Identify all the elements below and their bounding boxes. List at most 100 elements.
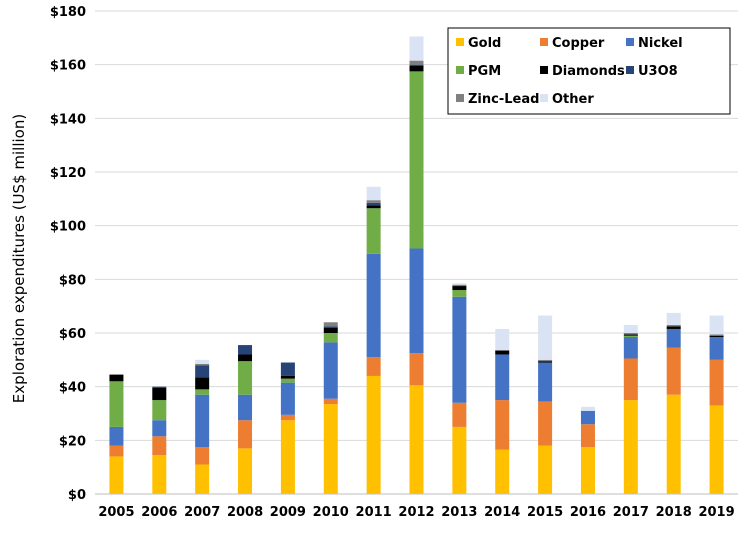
bar-2011-copper	[366, 357, 381, 376]
legend-item-nickel: Nickel	[626, 36, 683, 51]
bar-2007-nickel	[195, 394, 210, 448]
bar-2015-gold	[538, 445, 553, 494]
legend-swatch-diamonds	[540, 66, 548, 74]
bar-2011-u3o8	[366, 202, 381, 206]
y-tick-label-140: $140	[50, 112, 86, 127]
y-axis-tick-labels: $0 $20 $40 $60 $80 $100 $120 $140 $160 $180	[50, 5, 86, 503]
legend-label-diamonds: Diamonds	[552, 64, 625, 79]
bar-2017-diamonds	[623, 334, 638, 336]
bar-2013-pgm	[452, 290, 467, 297]
legend-swatch-copper	[540, 38, 548, 46]
bar-2015-diamonds	[538, 361, 553, 363]
bar-stack-2016	[580, 406, 595, 494]
bar-2019-other	[709, 315, 724, 335]
bar-2012-gold	[409, 385, 424, 494]
bar-2018-copper	[666, 347, 681, 395]
bar-2018-zinc-lead	[666, 324, 681, 327]
bar-2007-gold	[195, 464, 210, 494]
legend-swatch-u3o8	[626, 66, 634, 74]
x-tick-label-2017: 2017	[613, 505, 649, 520]
bar-2007-copper	[195, 447, 210, 465]
bar-2019-nickel	[709, 337, 724, 360]
y-tick-label-40: $40	[59, 381, 86, 396]
x-tick-label-2013: 2013	[441, 505, 477, 520]
legend-item-pgm: PGM	[456, 64, 501, 79]
bar-2006-u3o8	[152, 386, 167, 389]
bar-2011-gold	[366, 375, 381, 494]
bar-2019-zinc-lead	[709, 334, 724, 336]
bar-2009-diamonds	[280, 375, 295, 379]
bar-2015-nickel	[538, 362, 553, 402]
bar-2016-gold	[580, 447, 595, 494]
bar-2015-copper	[538, 401, 553, 446]
legend-label-pgm: PGM	[468, 64, 501, 79]
bar-2013-gold	[452, 426, 467, 494]
y-tick-label-0: $0	[68, 488, 86, 503]
bar-2011-other	[366, 186, 381, 201]
legend-item-copper: Copper	[540, 36, 605, 51]
bar-2009-gold	[280, 420, 295, 494]
bar-stack-2017	[623, 324, 638, 494]
bar-2017-zinc-lead	[623, 333, 638, 335]
bar-stack-2005	[109, 374, 124, 494]
bar-stack-2006	[152, 386, 167, 494]
legend-label-nickel: Nickel	[638, 36, 683, 51]
bar-2013-other	[452, 283, 467, 285]
bar-2008-nickel	[238, 394, 253, 421]
x-tick-label-2018: 2018	[656, 505, 692, 520]
legend-swatch-nickel	[626, 38, 634, 46]
bar-2009-copper	[280, 414, 295, 421]
legend-item-zinc-lead: Zinc-Lead	[456, 92, 539, 107]
bar-2018-diamonds	[666, 326, 681, 329]
bar-2014-gold	[495, 449, 510, 494]
y-tick-label-60: $60	[59, 327, 86, 342]
bar-2010-diamonds	[323, 327, 338, 333]
legend-label-copper: Copper	[552, 36, 605, 51]
y-tick-label-20: $20	[59, 434, 86, 449]
bar-2010-nickel	[323, 342, 338, 399]
x-tick-label-2006: 2006	[141, 505, 177, 520]
legend-label-zinc-lead: Zinc-Lead	[468, 92, 539, 107]
bar-2011-nickel	[366, 253, 381, 358]
y-tick-label-100: $100	[50, 220, 86, 235]
bar-2017-pgm	[623, 335, 638, 338]
bar-2008-gold	[238, 448, 253, 494]
y-tick-label-180: $180	[50, 5, 86, 20]
legend-label-other: Other	[552, 92, 594, 107]
bar-2014-nickel	[495, 354, 510, 401]
bar-2015-other	[538, 315, 553, 360]
bar-2008-pgm	[238, 361, 253, 395]
x-tick-label-2016: 2016	[570, 505, 606, 520]
y-axis-title: Exploration expenditures (US$ million)	[10, 114, 28, 403]
bar-2012-copper	[409, 353, 424, 386]
bar-2011-diamonds	[366, 205, 381, 209]
bar-2012-zinc-lead	[409, 60, 424, 65]
bar-2005-pgm	[109, 381, 124, 427]
bar-2006-pgm	[152, 400, 167, 421]
bar-2010-pgm	[323, 333, 338, 343]
bar-2008-u3o8	[238, 345, 253, 355]
bar-2006-nickel	[152, 420, 167, 437]
x-tick-label-2007: 2007	[184, 505, 220, 520]
legend-swatch-zinc-lead	[456, 94, 464, 102]
legend-swatch-gold	[456, 38, 464, 46]
bar-2007-other	[195, 359, 210, 364]
x-tick-label-2008: 2008	[227, 505, 263, 520]
y-tick-label-80: $80	[59, 273, 86, 288]
bar-2005-nickel	[109, 426, 124, 446]
x-tick-label-2014: 2014	[484, 505, 520, 520]
bar-stack-2008	[238, 345, 253, 494]
bar-2007-zinc-lead	[195, 363, 210, 366]
bar-2009-u3o8	[280, 362, 295, 376]
y-tick-label-160: $160	[50, 59, 86, 74]
bar-2016-other	[580, 406, 595, 411]
bar-2017-copper	[623, 358, 638, 401]
bar-stack-2015	[538, 315, 553, 494]
bar-2012-other	[409, 36, 424, 61]
bar-2006-copper	[152, 436, 167, 456]
x-tick-label-2015: 2015	[527, 505, 563, 520]
bar-stack-2012	[409, 36, 424, 494]
bar-2014-copper	[495, 400, 510, 450]
bar-2017-nickel	[623, 337, 638, 359]
